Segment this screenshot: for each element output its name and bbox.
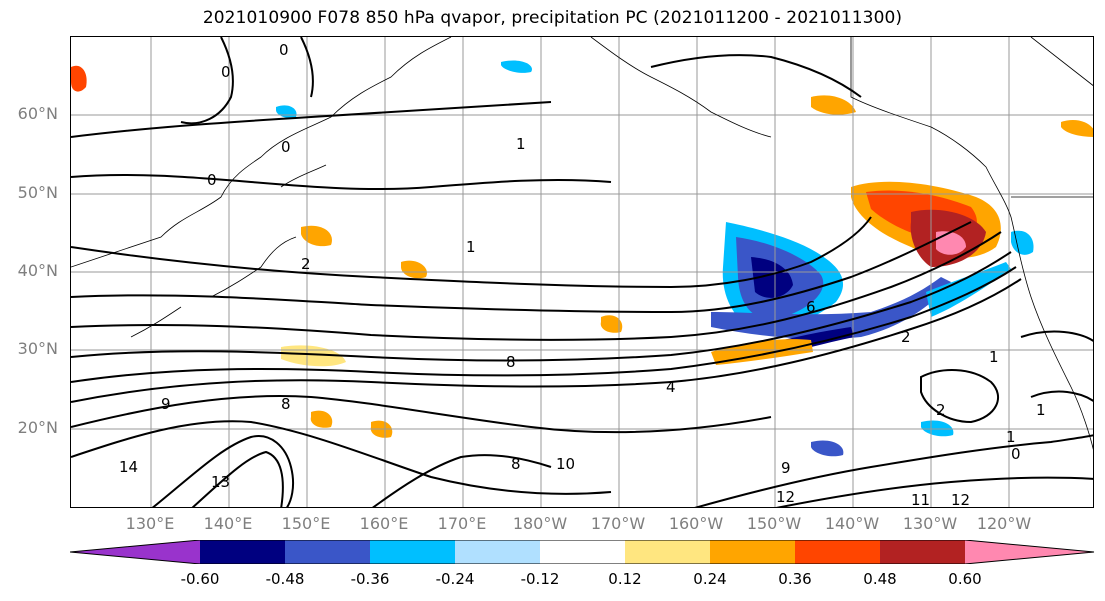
colorbar-segment <box>455 540 540 564</box>
coastlines <box>71 37 1093 450</box>
colorbar-tick-label: 0.60 <box>948 570 982 588</box>
contour-label: 0 <box>207 171 217 189</box>
lon-label: 170°W <box>590 514 646 533</box>
lat-label: 20°N <box>17 418 58 437</box>
contour-label: 11 <box>911 491 930 508</box>
contour-label: 12 <box>776 488 795 506</box>
colorbar-segment <box>285 540 370 564</box>
contour-label: 1 <box>516 135 526 153</box>
lat-label: 40°N <box>17 261 58 280</box>
lon-label: 120°W <box>976 514 1032 533</box>
colorbar-tick-label: -0.48 <box>265 570 305 588</box>
colorbar-segment <box>625 540 710 564</box>
lon-label: 130°W <box>902 514 958 533</box>
lat-label: 30°N <box>17 339 58 358</box>
colorbar-segment <box>540 540 625 564</box>
contour-label: 0 <box>221 63 231 81</box>
precip-anomaly-shading <box>71 60 1093 457</box>
contour-label: 2 <box>901 328 911 346</box>
colorbar-tick-label: -0.36 <box>350 570 390 588</box>
colorbar-segment <box>70 540 200 564</box>
lon-label: 160°E <box>359 514 409 533</box>
colorbar-tick-label: -0.24 <box>435 570 475 588</box>
qvapor-contours <box>71 37 1093 507</box>
contour-label: 0 <box>1011 445 1021 463</box>
colorbar-tick-label: 0.12 <box>608 570 642 588</box>
lat-label: 60°N <box>17 104 58 123</box>
lon-label: 140°E <box>203 514 253 533</box>
colorbar-tick-label: -0.60 <box>180 570 220 588</box>
colorbar <box>70 540 1095 564</box>
map-panel: 0 0 0 0 1 1 2 6 8 8 9 10 12 13 14 12 11 … <box>70 36 1094 508</box>
lon-label: 150°W <box>746 514 802 533</box>
map-title: 2021010900 F078 850 hPa qvapor, precipit… <box>202 8 903 28</box>
contour-label: 8 <box>506 353 516 371</box>
contour-label: 14 <box>119 458 138 476</box>
contour-label-group: 0 0 0 0 1 1 2 6 8 8 9 10 12 13 14 12 11 … <box>119 41 1046 508</box>
contour-label: 1 <box>1006 428 1016 446</box>
lat-label: 50°N <box>17 183 58 202</box>
contour-label: 8 <box>511 455 521 473</box>
contour-label: 10 <box>556 455 575 473</box>
colorbar-tick-label: 0.24 <box>693 570 727 588</box>
contour-label: 2 <box>936 401 946 419</box>
contour-label: 13 <box>211 473 230 491</box>
contour-label: 1 <box>989 348 999 366</box>
colorbar-segment <box>880 540 965 564</box>
contour-label: 1 <box>1036 401 1046 419</box>
lon-label: 170°E <box>437 514 487 533</box>
colorbar-tick-label: 0.48 <box>863 570 897 588</box>
lon-label: 160°W <box>668 514 724 533</box>
contour-label: 9 <box>161 395 171 413</box>
lon-label: 140°W <box>824 514 880 533</box>
contour-label: 8 <box>281 395 291 413</box>
colorbar-tick-label: -0.12 <box>520 570 560 588</box>
colorbar-segment <box>200 540 285 564</box>
contour-label: 0 <box>279 41 289 59</box>
contour-label: 1 <box>466 238 476 256</box>
contour-label: 0 <box>281 138 291 156</box>
colorbar-segment <box>795 540 880 564</box>
contour-label: 6 <box>806 298 816 316</box>
colorbar-segment <box>370 540 455 564</box>
contour-label: 2 <box>301 255 311 273</box>
lon-label: 180°W <box>512 514 568 533</box>
contour-label: 9 <box>781 459 791 477</box>
colorbar-segment <box>710 540 795 564</box>
map-canvas: 0 0 0 0 1 1 2 6 8 8 9 10 12 13 14 12 11 … <box>71 37 1093 508</box>
colorbar-segment <box>965 540 1094 564</box>
lon-label: 130°E <box>125 514 175 533</box>
lon-label: 150°E <box>281 514 331 533</box>
contour-label: 4 <box>666 378 676 396</box>
contour-label: 12 <box>951 491 970 508</box>
colorbar-tick-label: 0.36 <box>778 570 812 588</box>
